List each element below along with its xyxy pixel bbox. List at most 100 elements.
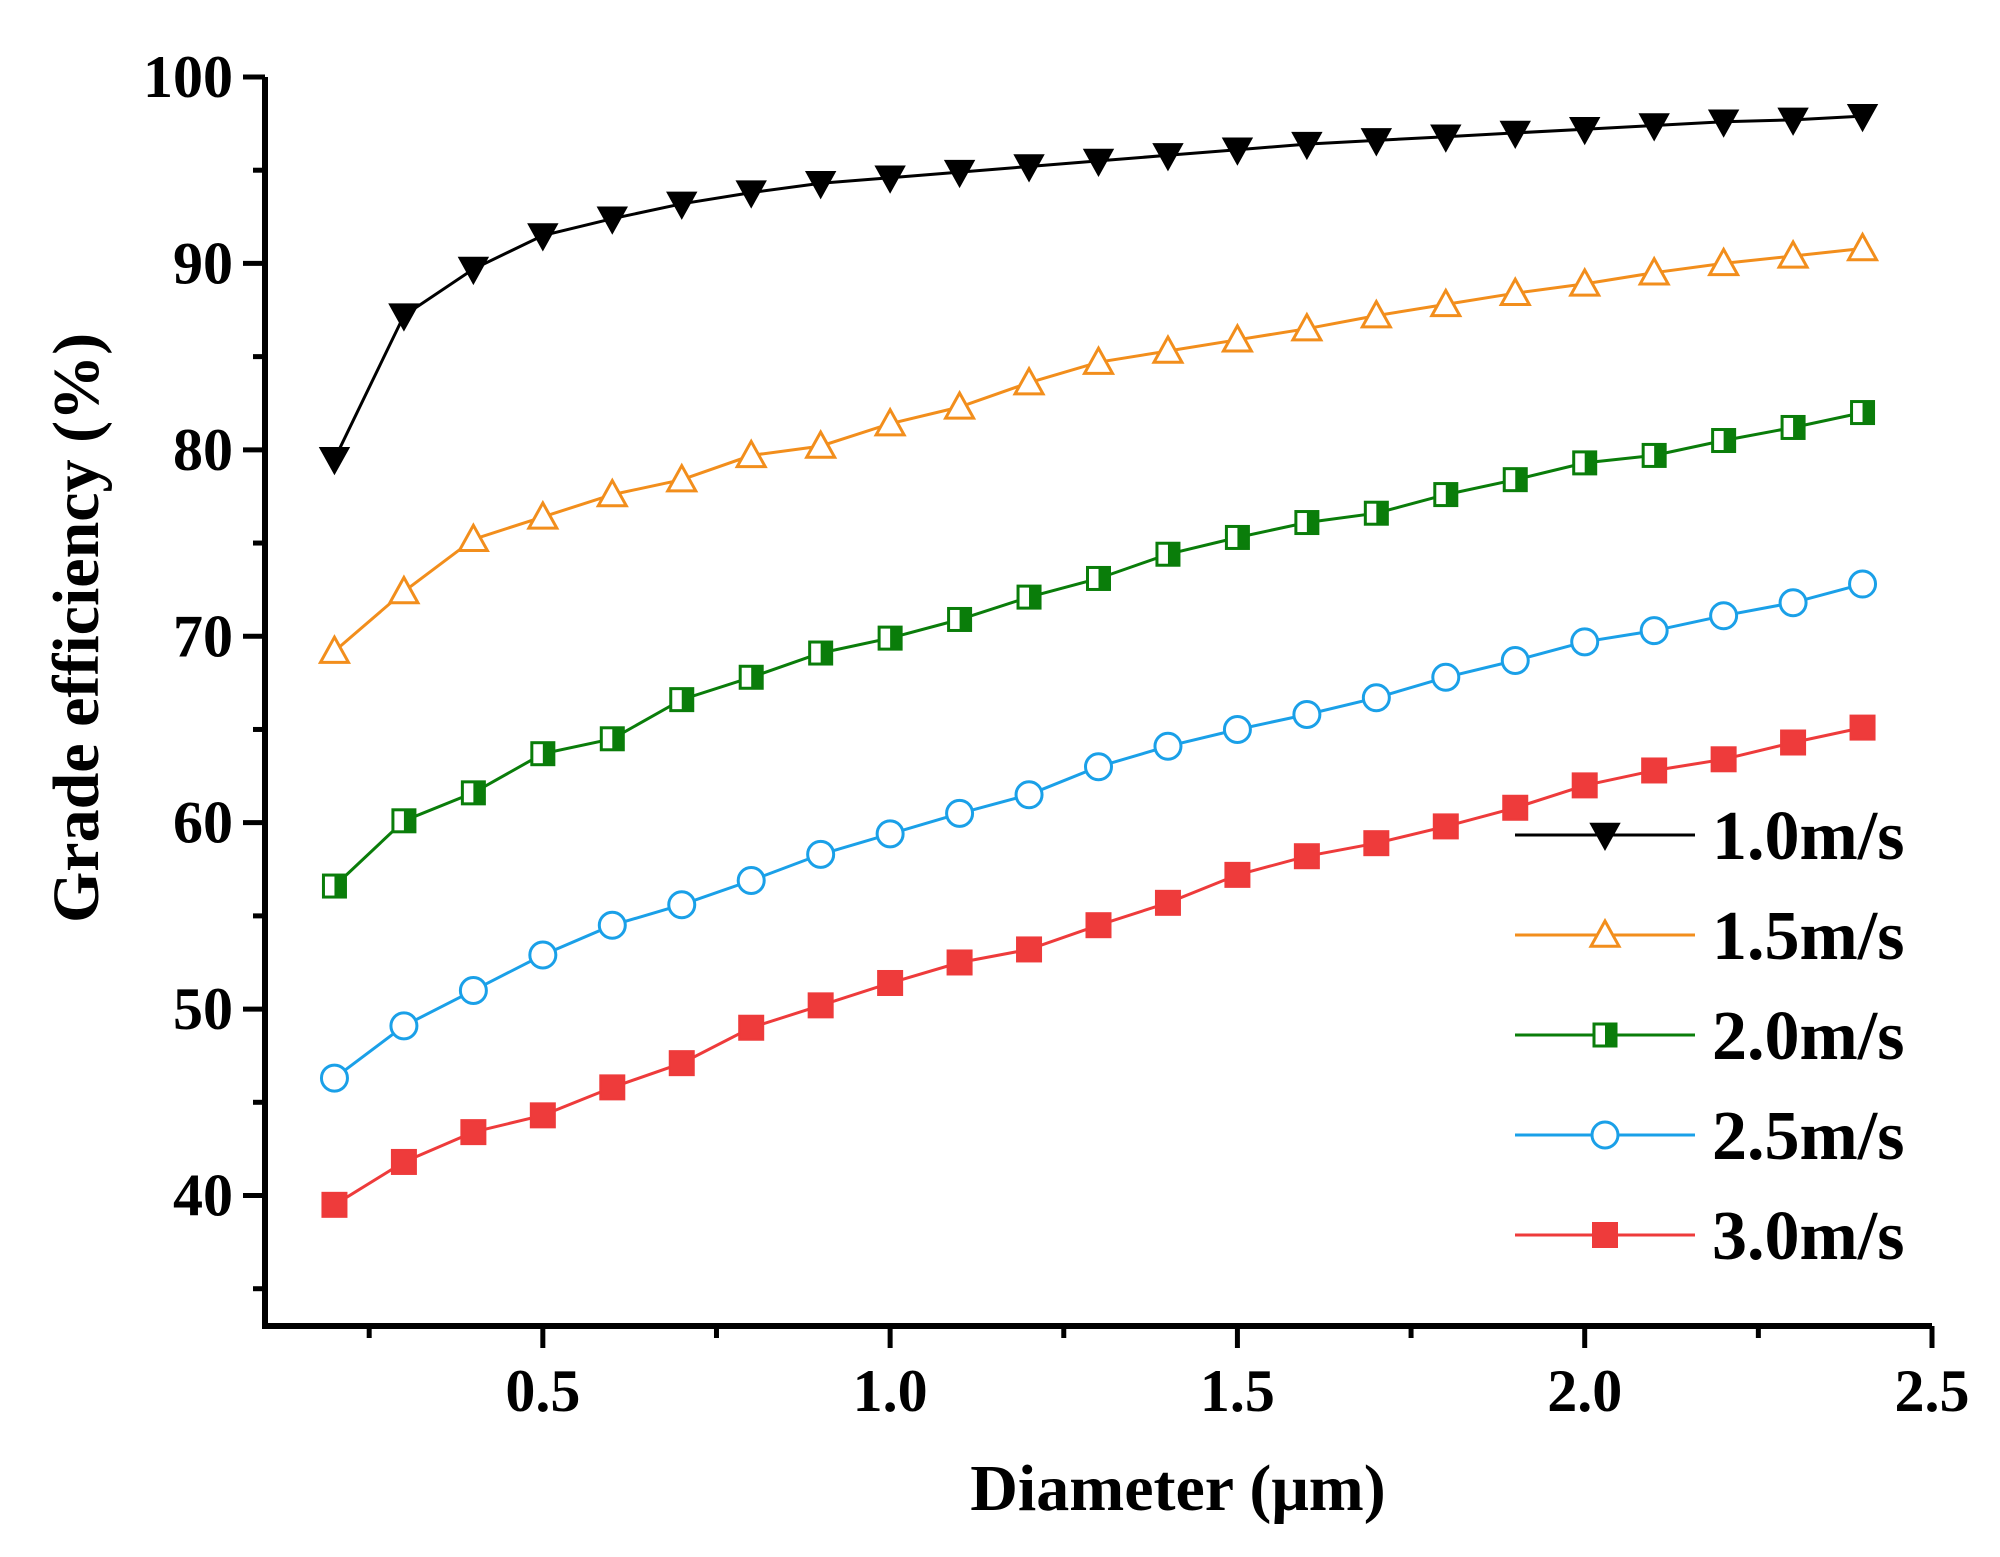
legend-label: 2.0m/s (1712, 998, 1905, 1075)
data-point (321, 873, 347, 899)
marker-fill (1605, 1024, 1616, 1046)
legend-marker (1592, 1022, 1618, 1048)
data-point (1778, 588, 1808, 618)
data-point (877, 625, 903, 651)
data-point (1222, 714, 1252, 744)
data-point (1499, 120, 1531, 149)
data-point (1220, 322, 1254, 353)
data-point (1709, 601, 1739, 631)
data-point (1639, 616, 1669, 646)
data-point (1848, 569, 1878, 599)
series-points (319, 569, 1878, 1093)
data-point (1086, 565, 1111, 591)
data-point (1016, 936, 1043, 963)
data-point (319, 1063, 349, 1093)
data-point (1363, 500, 1389, 526)
y-tick-label: 40 (173, 1163, 233, 1229)
data-point (1360, 128, 1393, 157)
data-point (458, 975, 488, 1005)
marker-fill (1167, 543, 1179, 566)
data-point (529, 1102, 556, 1129)
data-point (1430, 124, 1462, 153)
marker-fill (1445, 483, 1457, 506)
series-points (321, 714, 1876, 1218)
marker-fill (1862, 401, 1874, 424)
data-point (1710, 746, 1737, 773)
legend-marker (1592, 1222, 1618, 1248)
data-point (1221, 137, 1254, 166)
legend-item: 2.0m/s (1515, 998, 1905, 1075)
y-tick-label: 80 (173, 417, 233, 483)
data-point (877, 969, 904, 996)
data-point (806, 839, 836, 869)
marker-fill (1306, 511, 1318, 534)
marker-fill (542, 742, 554, 765)
data-point (1294, 510, 1320, 536)
data-point (1290, 311, 1324, 342)
data-point (1568, 266, 1602, 297)
data-point (1016, 584, 1042, 610)
data-point (1432, 813, 1459, 840)
marker-fill (681, 688, 693, 711)
data-point (389, 1011, 419, 1041)
data-point (1012, 365, 1046, 396)
x-tick-label: 0.5 (505, 1358, 580, 1424)
data-point (527, 223, 559, 252)
data-point (1151, 333, 1185, 364)
data-point (1780, 729, 1807, 756)
data-point (318, 446, 351, 476)
series-points (317, 231, 1880, 664)
data-point (1641, 442, 1667, 468)
data-point (1224, 861, 1251, 888)
data-point (735, 180, 767, 209)
marker-fill (1723, 429, 1735, 452)
data-point (1637, 255, 1671, 286)
marker-fill (403, 809, 415, 832)
data-point (595, 477, 629, 508)
data-point (457, 256, 490, 286)
marker-fill (1654, 444, 1666, 467)
ticks: 40 50 60 70 80 90 100 0.5 1.0 1.5 2.0 2.5 (143, 44, 1970, 1424)
y-tick-label: 100 (143, 44, 233, 110)
legend-marker (1590, 1120, 1620, 1150)
data-point (1502, 794, 1529, 821)
data-point (1359, 298, 1393, 329)
y-tick-label: 50 (173, 976, 233, 1042)
data-point (390, 1148, 417, 1175)
data-point (460, 780, 486, 806)
data-point (1154, 889, 1181, 916)
data-point (1498, 276, 1532, 306)
data-point (1711, 428, 1737, 454)
data-point (667, 890, 697, 920)
marker-fill (751, 666, 763, 689)
data-point (1572, 450, 1598, 476)
data-point (1502, 467, 1528, 493)
data-point (1084, 752, 1113, 782)
data-point (1500, 645, 1530, 675)
data-point (1431, 662, 1461, 692)
data-point (596, 206, 628, 235)
marker-fill (612, 727, 624, 750)
data-point (1293, 843, 1320, 870)
legend: 1.0m/s 1.5m/s 2.0m/s 2.5m/s 3.0m/s (1515, 798, 1905, 1275)
data-point (875, 819, 905, 849)
legend-item: 1.0m/s (1515, 798, 1905, 875)
data-point (1569, 116, 1601, 146)
marker-fill (1237, 526, 1249, 549)
legend-marker (1589, 822, 1621, 852)
marker-fill (1515, 468, 1527, 491)
data-point (1638, 113, 1670, 142)
legend-item: 3.0m/s (1515, 1198, 1905, 1275)
data-point (460, 1119, 487, 1146)
data-point (807, 992, 834, 1019)
marker-fill (820, 642, 832, 665)
data-point (1363, 830, 1390, 857)
data-point (946, 949, 973, 976)
x-tick-label: 1.5 (1200, 1358, 1275, 1424)
data-point (321, 1191, 348, 1218)
data-point (669, 687, 695, 713)
data-point (1707, 109, 1740, 138)
marker-fill (890, 627, 902, 650)
data-point (668, 1050, 695, 1077)
